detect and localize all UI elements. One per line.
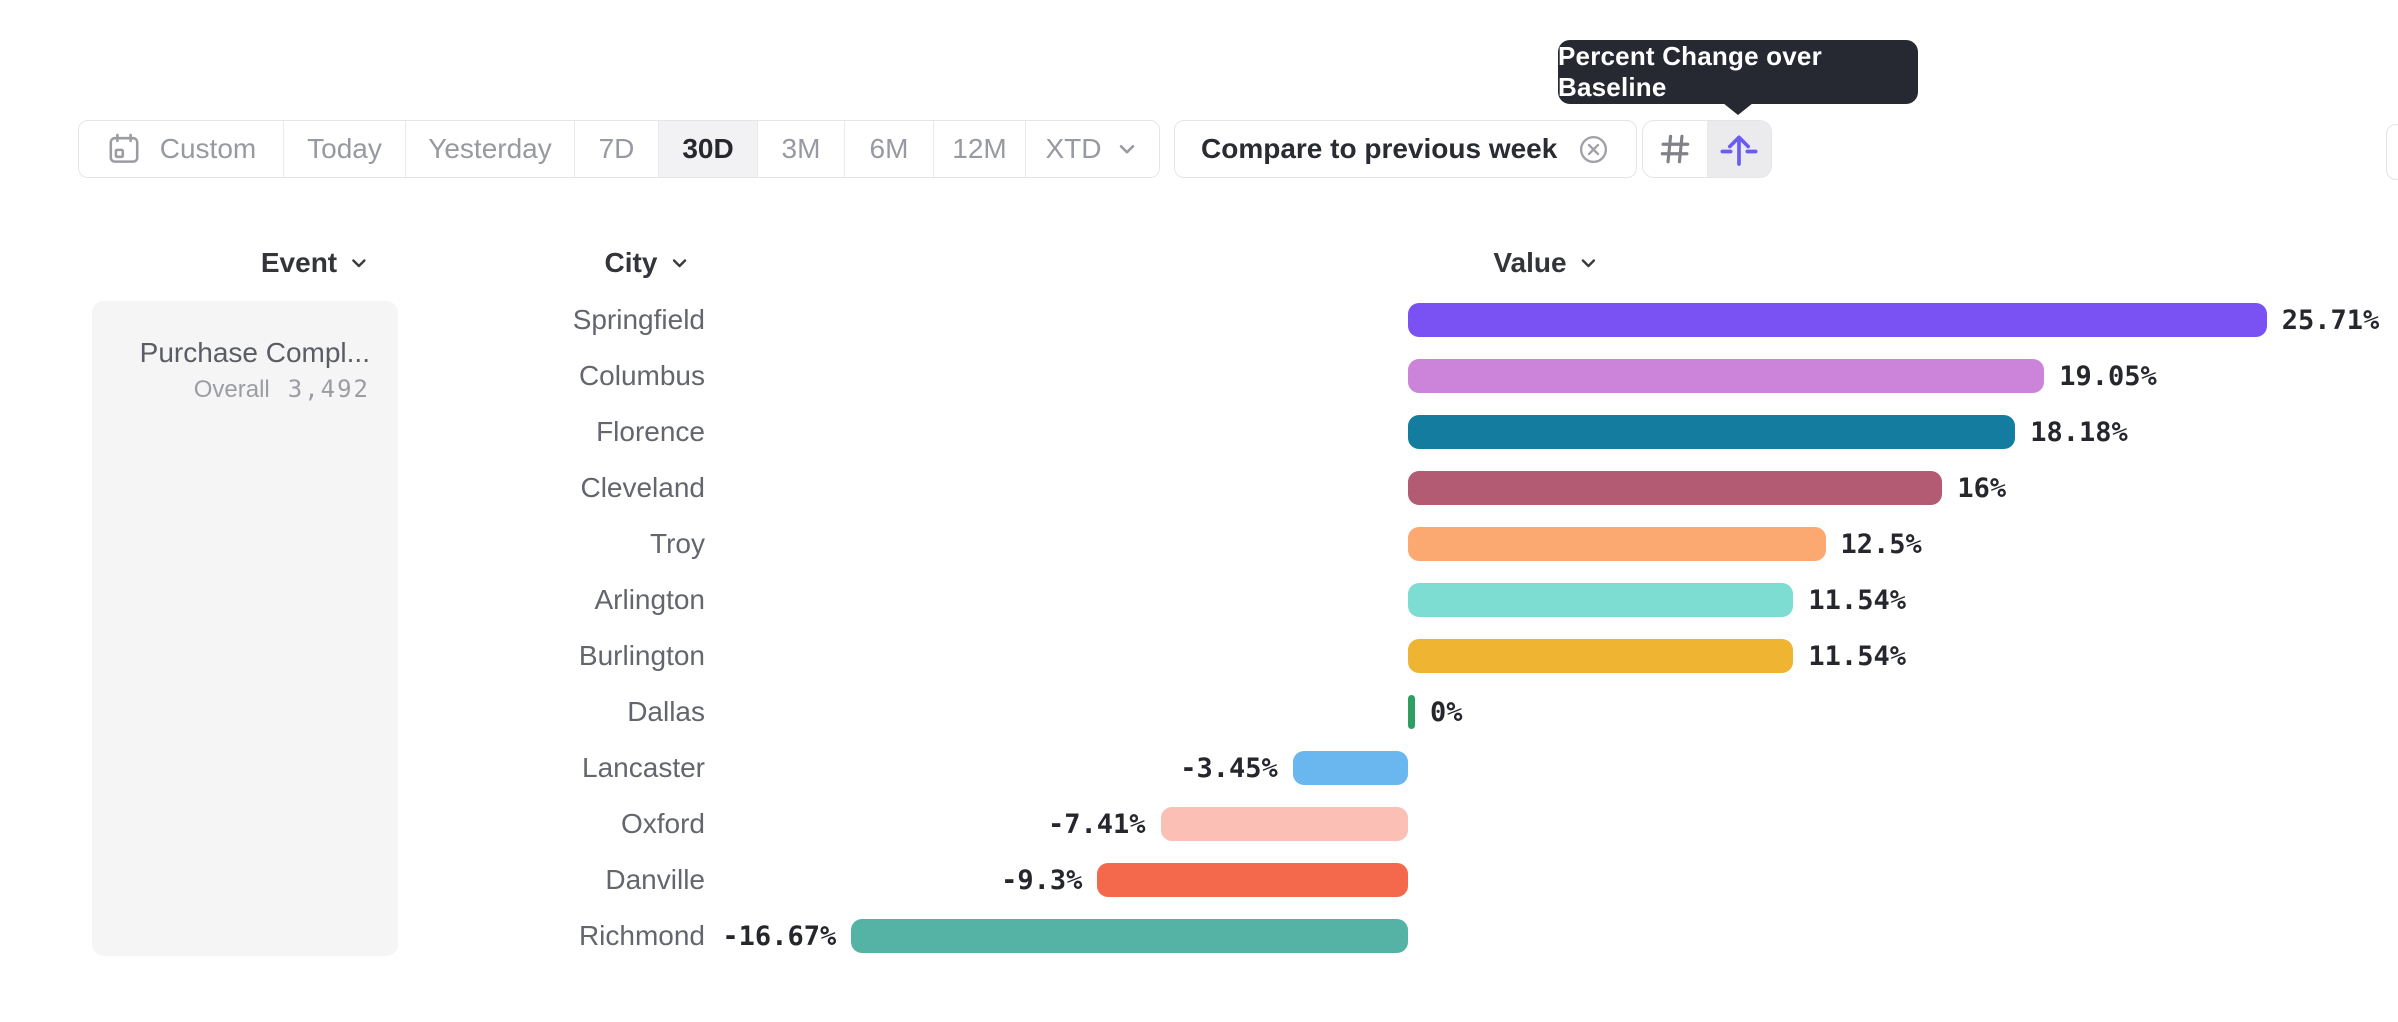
value-bar[interactable] bbox=[1408, 303, 2267, 337]
date-range-group: Custom Today Yesterday 7D 30D 3M 6M 12M … bbox=[78, 120, 1160, 178]
date-range-7d[interactable]: 7D bbox=[575, 121, 659, 177]
column-header-label: Value bbox=[1493, 247, 1567, 278]
value-label: 16% bbox=[1957, 473, 2007, 504]
value-label: -3.45% bbox=[1180, 753, 1278, 784]
column-header-label: Event bbox=[260, 247, 338, 278]
compare-label: Compare to previous week bbox=[1201, 133, 1558, 164]
percent-change-baseline-toggle[interactable] bbox=[1707, 121, 1771, 177]
chart-row-cleveland: Cleveland 16% bbox=[0, 460, 2398, 516]
chart-row-danville: Danville -9.3% bbox=[0, 852, 2398, 908]
value-bar[interactable] bbox=[1160, 807, 1408, 841]
event-metric: Overall 3,492 bbox=[140, 375, 370, 404]
chart-row-burlington: Burlington 11.54% bbox=[0, 628, 2398, 684]
date-range-custom[interactable]: Custom bbox=[79, 121, 284, 177]
column-header-label: City bbox=[604, 247, 658, 278]
value-label: 19.05% bbox=[2059, 361, 2157, 392]
value-bar[interactable] bbox=[1408, 471, 1943, 505]
toolbar: Custom Today Yesterday 7D 30D 3M 6M 12M … bbox=[0, 120, 2398, 180]
chart-row-springfield: Springfield 25.71% bbox=[0, 292, 2398, 348]
value-label: 25.71% bbox=[2281, 305, 2380, 336]
date-range-label: 7D bbox=[598, 133, 635, 164]
value-bar[interactable] bbox=[1292, 751, 1408, 785]
chevron-down-icon bbox=[1119, 144, 1134, 154]
city-label: Lancaster bbox=[582, 752, 705, 783]
date-range-today[interactable]: Today bbox=[284, 121, 406, 177]
city-label: Columbus bbox=[578, 360, 705, 391]
city-label: Troy bbox=[650, 528, 705, 559]
value-label: -7.41% bbox=[1047, 809, 1146, 840]
compare-to-previous-week-button[interactable]: Compare to previous week bbox=[1174, 120, 1638, 178]
value-label: 18.18% bbox=[2030, 417, 2128, 448]
value-bar[interactable] bbox=[1408, 527, 1826, 561]
value-display-toggle-group bbox=[1642, 120, 1772, 178]
date-range-xtd[interactable]: XTD bbox=[1026, 121, 1159, 177]
date-range-label: Custom bbox=[159, 133, 257, 164]
date-range-label: Today bbox=[307, 133, 382, 164]
value-bar[interactable] bbox=[1408, 359, 2045, 393]
date-range-12m[interactable]: 12M bbox=[934, 121, 1026, 177]
value-bar[interactable] bbox=[851, 919, 1408, 953]
date-range-label: 30D bbox=[682, 133, 734, 164]
value-bar[interactable] bbox=[1097, 863, 1408, 897]
date-range-label: 6M bbox=[869, 133, 909, 164]
chart-row-richmond: Richmond -16.67% bbox=[0, 908, 2398, 964]
chart-row-columbus: Columbus 19.05% bbox=[0, 348, 2398, 404]
percent-change-baseline-icon bbox=[1720, 135, 1758, 166]
city-label: Danville bbox=[605, 864, 705, 895]
chart-row-lancaster: Lancaster -3.45% bbox=[0, 740, 2398, 796]
chart-row-troy: Troy 12.5% bbox=[0, 516, 2398, 572]
date-range-label: 12M bbox=[952, 133, 1007, 164]
city-label: Richmond bbox=[578, 920, 705, 951]
remove-compare-icon[interactable] bbox=[1577, 133, 1610, 166]
chart-row-dallas: Dallas 0% bbox=[0, 684, 2398, 740]
tooltip-text: Percent Change over Baseline bbox=[1558, 41, 1822, 102]
chart-row-florence: Florence 18.18% bbox=[0, 404, 2398, 460]
chart-rows: Springfield 25.71% Columbus 19.05% Florence 1… bbox=[0, 292, 2398, 964]
tooltip-arrow bbox=[1723, 103, 1753, 115]
event-title: Purchase Compl... bbox=[139, 337, 370, 368]
tooltip-percent-change-over-baseline: Percent Change over Baseline bbox=[1558, 40, 1918, 115]
value-label: 11.54% bbox=[1808, 585, 1906, 616]
date-range-label: XTD bbox=[1045, 133, 1102, 164]
value-label: -9.3% bbox=[1001, 865, 1083, 896]
value-bar[interactable] bbox=[1408, 695, 1415, 729]
column-header-value[interactable]: Value bbox=[1493, 246, 1600, 280]
date-range-3m[interactable]: 3M bbox=[758, 121, 845, 177]
city-label: Florence bbox=[596, 416, 705, 447]
date-range-yesterday[interactable]: Yesterday bbox=[406, 121, 575, 177]
column-header-event[interactable]: Event bbox=[261, 246, 371, 280]
event-card: Purchase Compl... Overall 3,492 bbox=[92, 301, 398, 956]
chart-row-oxford: Oxford -7.41% bbox=[0, 796, 2398, 852]
value-label: 12.5% bbox=[1840, 529, 1922, 560]
hash-grid-icon bbox=[1660, 134, 1690, 164]
event-metric-value: 3,492 bbox=[287, 375, 370, 403]
chart-row-arlington: Arlington 11.54% bbox=[0, 572, 2398, 628]
date-range-30d-selected[interactable]: 30D bbox=[659, 121, 758, 177]
date-range-label: Yesterday bbox=[428, 133, 552, 164]
city-label: Cleveland bbox=[580, 472, 705, 503]
chevron-down-icon bbox=[1581, 259, 1596, 268]
date-range-label: 3M bbox=[781, 133, 821, 164]
city-label: Springfield bbox=[572, 304, 705, 335]
city-label: Dallas bbox=[627, 696, 705, 727]
value-label: 11.54% bbox=[1808, 641, 1906, 672]
absolute-values-toggle[interactable] bbox=[1643, 121, 1707, 177]
event-row-purchase-completed[interactable]: Purchase Compl... Overall 3,492 bbox=[140, 333, 370, 404]
city-label: Burlington bbox=[578, 640, 705, 671]
clipped-edge-button[interactable] bbox=[2386, 124, 2398, 180]
value-bar[interactable] bbox=[1408, 415, 2016, 449]
value-label: 0% bbox=[1430, 697, 1463, 728]
column-header-city[interactable]: City bbox=[605, 246, 692, 280]
city-label: Arlington bbox=[594, 584, 705, 615]
chevron-down-icon bbox=[352, 259, 366, 268]
date-range-6m[interactable]: 6M bbox=[845, 121, 934, 177]
calendar-icon bbox=[109, 133, 139, 163]
value-label: -16.67% bbox=[722, 921, 837, 952]
value-bar[interactable] bbox=[1408, 639, 1794, 673]
city-label: Oxford bbox=[620, 808, 705, 839]
event-metric-label: Overall bbox=[193, 376, 270, 403]
value-bar[interactable] bbox=[1408, 583, 1794, 617]
chevron-down-icon bbox=[672, 259, 687, 268]
